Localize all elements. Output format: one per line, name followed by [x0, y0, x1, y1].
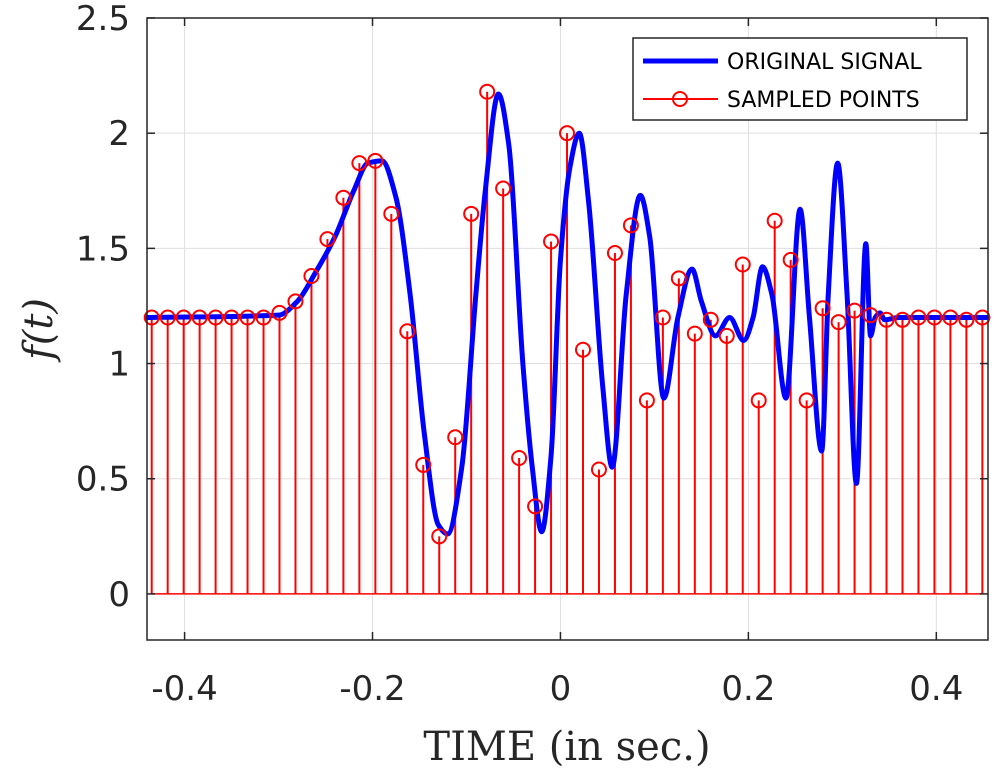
- sample-marker: [894, 311, 911, 328]
- sample-marker: [271, 304, 288, 321]
- x-tick-label: -0.2: [339, 669, 405, 709]
- legend-box: [632, 37, 968, 121]
- sample-marker: [750, 392, 767, 409]
- sample-marker: [399, 323, 416, 340]
- sample-marker: [431, 528, 448, 545]
- sampled-points-markers: [143, 83, 991, 545]
- original-signal-line: [144, 91, 991, 537]
- sample-marker: [463, 205, 480, 222]
- x-tick-labels: -0.4 -0.2 0 0.2 0.4: [151, 669, 963, 709]
- sample-marker: [846, 302, 863, 319]
- sample-marker: [766, 212, 783, 229]
- y-tick-label: 2.5: [76, 0, 130, 39]
- y-tick-label: 2: [108, 114, 130, 154]
- axis-ticks: [147, 17, 988, 640]
- sample-marker: [718, 327, 735, 344]
- sample-marker: [143, 309, 160, 326]
- sample-marker: [415, 456, 432, 473]
- sample-marker: [239, 309, 256, 326]
- sample-marker: [159, 309, 176, 326]
- sample-marker: [862, 307, 879, 324]
- sample-marker: [622, 217, 639, 234]
- legend-samples-label: SAMPLED POINTS: [727, 88, 920, 113]
- x-tick-label: 0.4: [909, 669, 963, 709]
- x-axis-title: TIME (in sec.): [423, 724, 710, 770]
- sample-marker: [287, 293, 304, 310]
- sample-marker: [798, 392, 815, 409]
- x-tick-label: 0: [550, 669, 572, 709]
- sample-marker: [958, 311, 975, 328]
- legend-samples-marker: [672, 91, 688, 107]
- y-axis-title: f(t): [16, 298, 62, 363]
- sample-marker: [670, 270, 687, 287]
- x-tick-label: 0.2: [721, 669, 775, 709]
- y-tick-label: 1.5: [76, 229, 130, 269]
- sample-marker: [223, 309, 240, 326]
- legend-signal-label: ORIGINAL SIGNAL: [727, 50, 922, 75]
- sample-marker: [638, 392, 655, 409]
- y-tick-label: 0.5: [76, 460, 130, 500]
- sample-marker: [447, 429, 464, 446]
- legend: ORIGINAL SIGNAL SAMPLED POINTS: [632, 37, 968, 121]
- sample-marker: [479, 83, 496, 100]
- sample-marker: [942, 309, 959, 326]
- y-tick-label: 1: [108, 345, 130, 385]
- sample-marker: [575, 341, 592, 358]
- sample-marker: [878, 311, 895, 328]
- sample-marker: [590, 461, 607, 478]
- sample-marker: [559, 125, 576, 142]
- sample-marker: [782, 251, 799, 268]
- sample-marker: [351, 155, 368, 172]
- sample-marker: [702, 311, 719, 328]
- sample-marker: [175, 309, 192, 326]
- sample-marker: [191, 309, 208, 326]
- y-tick-labels: 0 0.5 1 1.5 2 2.5: [76, 0, 130, 615]
- sample-marker: [527, 498, 544, 515]
- sample-marker: [974, 309, 991, 326]
- sample-marker: [207, 309, 224, 326]
- sample-marker: [654, 309, 671, 326]
- sample-marker: [926, 309, 943, 326]
- sample-marker: [606, 244, 623, 261]
- sample-marker: [830, 314, 847, 331]
- sampled-points-stems: [150, 91, 984, 595]
- sample-marker: [367, 152, 384, 169]
- sample-marker: [686, 325, 703, 342]
- sample-marker: [303, 268, 320, 285]
- x-tick-label: -0.4: [151, 669, 217, 709]
- sample-marker: [814, 300, 831, 317]
- sample-marker: [255, 309, 272, 326]
- y-tick-label: 0: [108, 575, 130, 615]
- sample-marker: [543, 233, 560, 250]
- plot-frame: [146, 17, 989, 641]
- sample-marker: [495, 180, 512, 197]
- sample-marker: [734, 256, 751, 273]
- sample-marker: [511, 450, 528, 467]
- sample-marker: [335, 189, 352, 206]
- sample-marker: [319, 231, 336, 248]
- sample-marker: [910, 309, 927, 326]
- sample-marker: [383, 205, 400, 222]
